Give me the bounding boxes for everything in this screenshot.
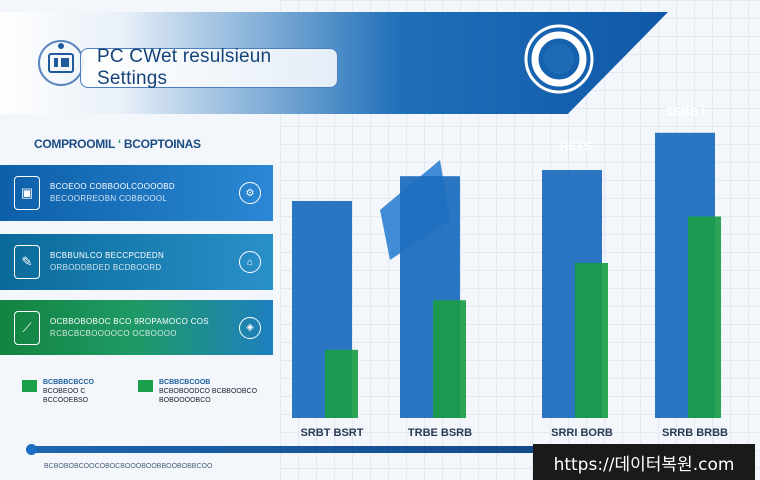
chart-icon: ⟋ bbox=[14, 310, 40, 345]
settings-panel-3[interactable]: ⟋ OCBBOBOBOC BCO 9ROPAMOCO COS RCBCBCBOO… bbox=[0, 300, 273, 355]
shield-icon[interactable]: ◈ bbox=[239, 316, 261, 339]
footer-text: BCBOBOBCOOCOBOCBOOOBOOBBOOBOBBCOO bbox=[44, 463, 213, 470]
section-label: COMPROOMIL ʻ BCOPTOINAS bbox=[34, 137, 201, 151]
progress-bar bbox=[26, 446, 746, 453]
panel-2-sub: ORBODDBDED BCDBOORD bbox=[50, 263, 162, 272]
bar-green-3 bbox=[688, 216, 721, 418]
section-label-b: BCOPTOINAS bbox=[123, 137, 201, 151]
cog-icon[interactable]: ⚙ bbox=[239, 182, 261, 204]
legend-swatch bbox=[138, 380, 153, 392]
panel-3-title: OCBBOBOBOC BCO 9ROPAMOCO COS bbox=[50, 316, 209, 326]
bar-green-1 bbox=[433, 300, 466, 418]
wrench-icon: ✎ bbox=[14, 245, 40, 279]
progress-dot[interactable] bbox=[26, 444, 37, 455]
section-label-a: COMPROOMIL bbox=[34, 137, 115, 151]
x-tick-label: SRBT BSRT bbox=[301, 427, 364, 439]
section-label-separator: ʻ bbox=[117, 137, 121, 151]
pc-logo-icon bbox=[38, 40, 84, 86]
x-tick-label: TRBE BSRB bbox=[408, 427, 472, 439]
x-tick-label: SRRB BRBB bbox=[662, 427, 728, 439]
legend-2-title: BCBBCBCOOB bbox=[159, 379, 211, 386]
panel-1-sub: BECOORREOBN COBBOOOL bbox=[50, 194, 168, 203]
annotation-2: SEBB I bbox=[665, 105, 705, 119]
legend-1-line3: BCCOOEBSO bbox=[43, 397, 89, 404]
page-title: PC CWet resulsieun Settings bbox=[80, 46, 338, 89]
bar-chart: SRBT BSRT TRBE BSRB SRRI BORB SRRB BRBB RET… bbox=[292, 105, 728, 439]
ring-icon bbox=[524, 24, 594, 94]
device-icon: ▣ bbox=[14, 176, 40, 210]
settings-panel-1[interactable]: ▣ BCOEOO COBBOOLCOOOOBD BECOORREOBN COBB… bbox=[0, 165, 273, 221]
watermark: https://데이터복원.com bbox=[533, 444, 755, 480]
legend-1-title: BCBBBCBCCO bbox=[43, 379, 94, 386]
legend-2-line2: BCBOBOODCO BCBBOOBCO bbox=[159, 388, 258, 395]
home-icon[interactable]: ⌂ bbox=[239, 251, 261, 273]
legend-swatch bbox=[22, 380, 37, 392]
legend-1-line2: BCOBEOO C bbox=[43, 388, 86, 395]
settings-panel-2[interactable]: ✎ BCBBUNLCO BECCPCDEDN ORBODDBDED BCDBOO… bbox=[0, 234, 273, 290]
panel-1-title: BCOEOO COBBOOLCOOOOBD bbox=[50, 182, 175, 191]
bar-green-2 bbox=[575, 263, 608, 418]
annotation-1: RETS bbox=[560, 139, 592, 153]
x-tick-label: SRRI BORB bbox=[551, 427, 613, 439]
legend-item-2: BCBBCBCOOB BCBOBOODCO BCBBOOBCO BOBOOOOB… bbox=[138, 378, 257, 405]
legend-item-1: BCBBBCBCCO BCOBEOO C BCCOOEBSO bbox=[22, 378, 94, 405]
panel-2-title: BCBBUNLCO BECCPCDEDN bbox=[50, 251, 165, 260]
bar-green-0 bbox=[325, 349, 358, 418]
panel-3-sub: RCBCBCBOOOOCO OCBOOOO bbox=[50, 328, 177, 338]
legend-2-line3: BOBOOOOBCO bbox=[159, 397, 211, 404]
